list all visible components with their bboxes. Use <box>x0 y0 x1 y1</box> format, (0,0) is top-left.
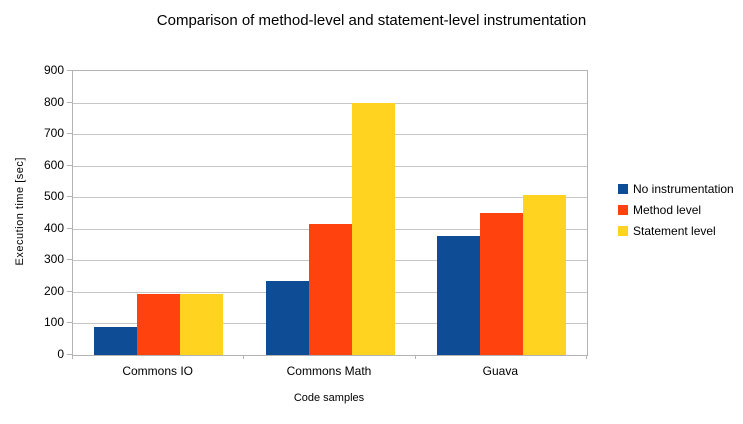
bar <box>180 294 224 355</box>
legend-swatch <box>618 226 628 236</box>
category-label: Commons Math <box>286 364 372 378</box>
legend-item: Statement level <box>618 224 734 238</box>
gridline <box>73 165 587 167</box>
y-tick <box>67 290 72 292</box>
x-tick <box>243 354 245 359</box>
y-tick-label: 0 <box>57 346 64 361</box>
category-label: Commons IO <box>122 364 193 378</box>
legend-label: Statement level <box>633 224 716 238</box>
y-tick-label: 800 <box>43 94 64 109</box>
plot-area <box>72 70 588 356</box>
bar <box>265 281 309 355</box>
y-tick-label: 600 <box>43 157 64 172</box>
y-tick-label: 400 <box>43 220 64 235</box>
y-tick <box>67 259 72 260</box>
gridline <box>73 134 587 135</box>
y-tick-label: 500 <box>43 189 64 203</box>
legend-swatch <box>618 184 628 194</box>
bar <box>479 212 523 355</box>
y-tick-label: 900 <box>43 63 64 77</box>
gridline <box>73 197 587 198</box>
bar <box>522 195 566 355</box>
legend-item: Method level <box>618 203 734 217</box>
chart-title: Comparison of method-level and statement… <box>156 12 587 29</box>
y-tick <box>67 322 72 323</box>
bar <box>351 102 395 355</box>
y-tick-label: 700 <box>43 126 64 140</box>
legend: No instrumentation Method level Statement … <box>618 182 734 245</box>
legend-label: Method level <box>633 203 702 217</box>
legend-swatch <box>618 205 628 215</box>
category-label: Guava <box>482 364 518 378</box>
y-tick-label: 100 <box>43 315 64 329</box>
y-tick <box>67 353 72 355</box>
x-tick <box>72 354 73 359</box>
y-tick <box>67 164 72 166</box>
legend-label: No instrumentation <box>633 182 734 196</box>
y-tick-label: 200 <box>43 283 64 298</box>
x-tick <box>414 354 416 359</box>
x-axis-title: Code samples <box>293 392 365 404</box>
bar <box>308 224 352 355</box>
y-tick <box>67 227 72 229</box>
y-tick <box>67 70 72 71</box>
bar <box>137 294 181 355</box>
y-tick-label: 300 <box>43 252 64 266</box>
bar <box>94 327 138 355</box>
y-tick <box>67 133 72 134</box>
y-axis-title: Execution time [sec] <box>14 157 26 266</box>
y-tick <box>67 196 72 197</box>
bar <box>436 236 480 355</box>
legend-item: No instrumentation <box>618 182 734 196</box>
x-tick <box>586 354 587 359</box>
gridline <box>73 102 587 104</box>
y-tick <box>67 101 72 103</box>
